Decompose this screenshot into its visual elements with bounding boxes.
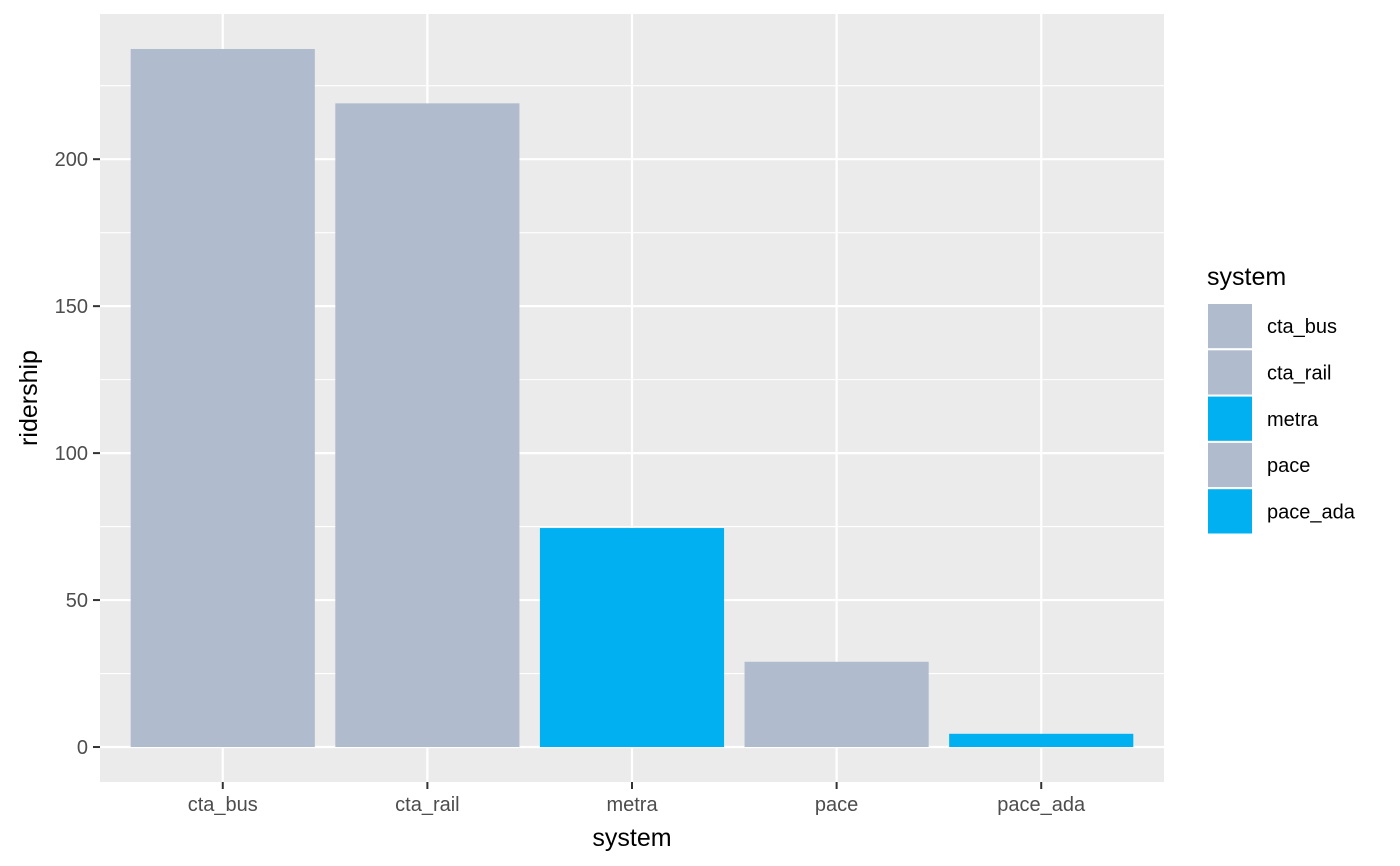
x-tick-label: pace_ada [997,794,1086,816]
y-tick-label: 200 [55,149,88,171]
legend-label-metra: metra [1267,409,1319,431]
x-tick-label: pace [815,794,858,816]
x-axis-title: system [592,824,671,852]
y-axis-title: ridership [15,350,43,446]
x-tick-label: cta_rail [395,794,459,816]
legend-key-pace_ada [1206,487,1254,536]
legend-key-pace [1206,440,1254,490]
legend-key-cta_bus [1206,302,1254,351]
x-tick-label: cta_bus [188,794,258,816]
bar-cta_bus [130,48,315,748]
y-axis: 0 50 100 150 200 [55,149,100,759]
bars [130,48,1134,748]
legend-label-cta_bus: cta_bus [1267,316,1337,338]
bar-pace_ada [949,733,1134,748]
legend-key-cta_rail [1206,348,1254,397]
legend-key-metra [1206,394,1254,443]
y-tick-label: 0 [77,737,88,759]
y-tick-label: 50 [66,590,88,612]
legend-label-pace: pace [1267,455,1310,477]
x-tick-label: metra [606,794,658,816]
bar-pace [744,661,929,748]
legend-label-cta_rail: cta_rail [1267,362,1331,384]
bar-metra [539,528,725,748]
y-tick-label: 100 [55,443,88,465]
x-axis: cta_bus cta_rail metra pace pace_ada [188,782,1086,816]
y-tick-label: 150 [55,296,88,318]
legend-title: system [1207,263,1286,291]
bar-cta_rail [335,103,520,748]
legend-label-pace_ada: pace_ada [1267,501,1356,523]
